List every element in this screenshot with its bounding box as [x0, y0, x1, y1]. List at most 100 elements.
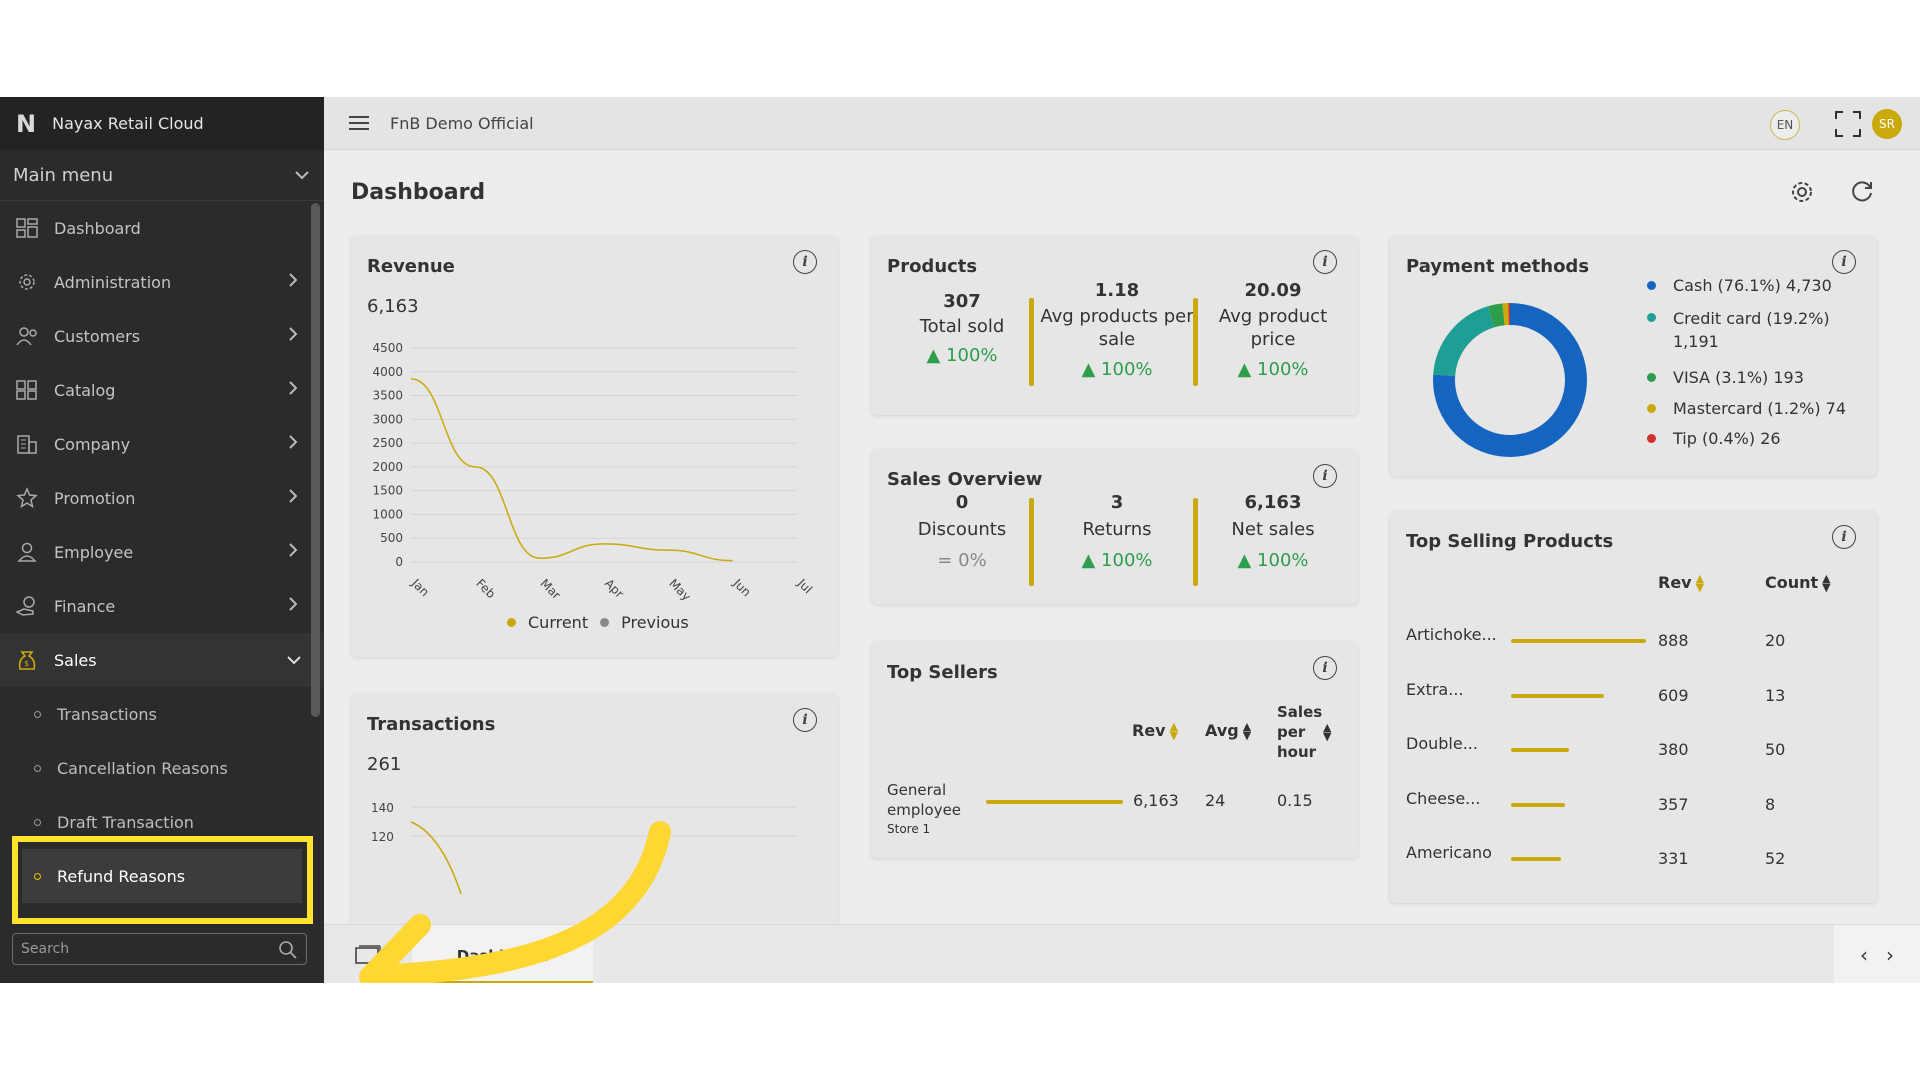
sidebar-item-finance[interactable]: Finance — [0, 579, 324, 633]
card-title: Top Sellers — [887, 662, 998, 683]
chevron-right-icon — [289, 543, 298, 557]
legend-previous-label[interactable]: Previous — [621, 613, 689, 632]
payment-legend-item[interactable]: Credit card (19.2%) 1,191 — [1647, 307, 1847, 353]
legend-previous-dot — [600, 618, 610, 627]
chevron-right-icon — [289, 381, 298, 395]
product-rev: 609 — [1658, 685, 1689, 705]
y-tick-label: 1500 — [372, 484, 403, 498]
sidebar-subitem-refund-reasons[interactable]: Refund Reasons — [22, 849, 302, 903]
sidebar-item-catalog[interactable]: Catalog — [0, 363, 324, 417]
arrow-up-icon: ▲ — [1237, 359, 1258, 380]
building-icon — [16, 433, 38, 455]
payment-legend-item[interactable]: Tip (0.4%) 26 — [1647, 429, 1781, 448]
column-header-avg[interactable]: Avg ▲ ▼ — [1205, 721, 1251, 741]
column-header-rev[interactable]: Rev ▲ ▼ — [1658, 573, 1704, 593]
column-header-count[interactable]: Count ▲ ▼ — [1765, 571, 1831, 594]
info-icon[interactable]: i — [1832, 525, 1856, 549]
stat-change: ▲ 100% — [1203, 550, 1343, 571]
seller-rev: 6,163 — [1133, 791, 1179, 810]
sidebar-item-company[interactable]: Company — [0, 417, 324, 471]
legend-label: Cash (76.1%) 4,730 — [1673, 276, 1832, 295]
y-tick-label: 4000 — [372, 365, 403, 379]
top-sellers-card: Top Sellers i Rev ▲ ▼ Avg ▲ ▼ Sales per hour… — [871, 642, 1358, 858]
chevron-right-icon — [289, 273, 298, 287]
sidebar-item-label: Sales — [54, 650, 97, 670]
legend-current-label[interactable]: Current — [528, 613, 589, 632]
sidebar-search-input[interactable]: Search — [12, 933, 307, 965]
sidebar-item-administration[interactable]: Administration — [0, 255, 324, 309]
chevron-right-icon[interactable]: › — [1886, 942, 1894, 967]
sidebar-item-customers[interactable]: Customers — [0, 309, 324, 363]
chevron-left-icon[interactable]: ‹ — [1860, 942, 1868, 967]
info-icon[interactable]: i — [1313, 464, 1337, 488]
info-icon[interactable]: i — [793, 708, 817, 732]
info-icon[interactable]: i — [1313, 250, 1337, 274]
sort-icon: ▲ ▼ — [1822, 571, 1831, 594]
brand-header: N Nayax Retail Cloud — [0, 97, 324, 150]
sidebar-item-dashboard[interactable]: Dashboard — [0, 201, 324, 255]
fullscreen-icon[interactable] — [1834, 110, 1862, 138]
info-icon[interactable]: i — [1313, 656, 1337, 680]
payment-legend-item[interactable]: Cash (76.1%) 4,730 — [1647, 276, 1832, 295]
header-label: Rev — [1132, 721, 1166, 740]
info-icon[interactable]: i — [793, 250, 817, 274]
x-tick-label: Jan — [408, 576, 432, 600]
bullet-icon — [34, 818, 41, 826]
legend-current-dot — [507, 618, 516, 627]
sidebar-scrollbar[interactable] — [311, 203, 320, 717]
equal-icon: = — [937, 550, 959, 571]
product-rev: 357 — [1658, 794, 1689, 814]
brand-name: Nayax Retail Cloud — [52, 114, 204, 133]
info-icon[interactable]: i — [1832, 250, 1856, 274]
column-header-sales-per-hour[interactable]: Sales per hour ▲ ▼ — [1277, 702, 1339, 762]
sidebar-item-sales[interactable]: $ Sales — [0, 633, 324, 687]
language-selector[interactable]: EN — [1770, 110, 1800, 140]
stat-total-sold: 307 Total sold ▲ 100% — [887, 291, 1037, 366]
hamburger-menu-icon[interactable] — [349, 115, 369, 131]
product-name: Artichoke... — [1406, 625, 1497, 644]
stat-label: Net sales — [1231, 519, 1315, 540]
donut-slice[interactable] — [1433, 303, 1587, 457]
avatar[interactable]: SR — [1872, 109, 1902, 139]
settings-gear-icon[interactable] — [1789, 179, 1815, 205]
chevron-right-icon — [289, 489, 298, 503]
seller-sph: 0.15 — [1277, 791, 1313, 810]
x-tick-label: Mar — [538, 576, 564, 602]
sidebar-subitem-transactions[interactable]: Transactions — [0, 687, 324, 741]
column-header-rev[interactable]: Rev ▲ ▼ — [1132, 719, 1179, 742]
seller-avg: 24 — [1205, 791, 1226, 810]
bullet-icon — [34, 710, 41, 718]
legend-label: VISA (3.1%) 193 — [1673, 368, 1804, 387]
bullet-icon — [34, 764, 41, 772]
sort-icon: ▲ ▼ — [1169, 719, 1179, 742]
change-value: 100% — [1257, 359, 1309, 380]
divider — [1029, 298, 1034, 386]
payment-legend-item[interactable]: Mastercard (1.2%) 74 — [1647, 399, 1846, 418]
y-tick-label: 2000 — [372, 460, 403, 474]
users-icon — [16, 325, 38, 347]
refresh-icon[interactable] — [1849, 179, 1875, 205]
money-bag-icon: $ — [16, 649, 38, 671]
chevron-right-icon — [289, 597, 298, 611]
payment-legend-item[interactable]: VISA (3.1%) 193 — [1647, 368, 1804, 387]
sidebar-item-employee[interactable]: Employee — [0, 525, 324, 579]
stat-change: ▲ 100% — [1203, 359, 1343, 380]
sidebar-item-promotion[interactable]: Promotion — [0, 471, 324, 525]
y-tick-label: 1000 — [372, 507, 403, 521]
search-icon — [279, 941, 297, 959]
sidebar-subitem-cancellation-reasons[interactable]: Cancellation Reasons — [0, 741, 324, 795]
change-value: 100% — [1101, 359, 1153, 380]
main-menu-toggle[interactable]: Main menu — [0, 150, 324, 201]
chevron-down-icon — [287, 656, 301, 665]
top-selling-products-card: Top Selling Products i Rev ▲ ▼ Count ▲ ▼ Art… — [1390, 511, 1877, 903]
stat-label: Returns — [1082, 519, 1152, 540]
sidebar-subitem-draft-transaction[interactable]: Draft Transaction — [0, 795, 324, 849]
header-label: Rev — [1658, 573, 1692, 592]
stat-discounts: 0 Discounts = 0% — [887, 492, 1037, 571]
card-title: Sales Overview — [887, 469, 1043, 490]
change-value: 100% — [1101, 550, 1153, 571]
x-tick-label: Apr — [602, 576, 627, 601]
x-tick-label: Jun — [730, 576, 754, 600]
stat-value: 3 — [1110, 492, 1124, 513]
legend-label: Tip (0.4%) 26 — [1673, 429, 1781, 448]
